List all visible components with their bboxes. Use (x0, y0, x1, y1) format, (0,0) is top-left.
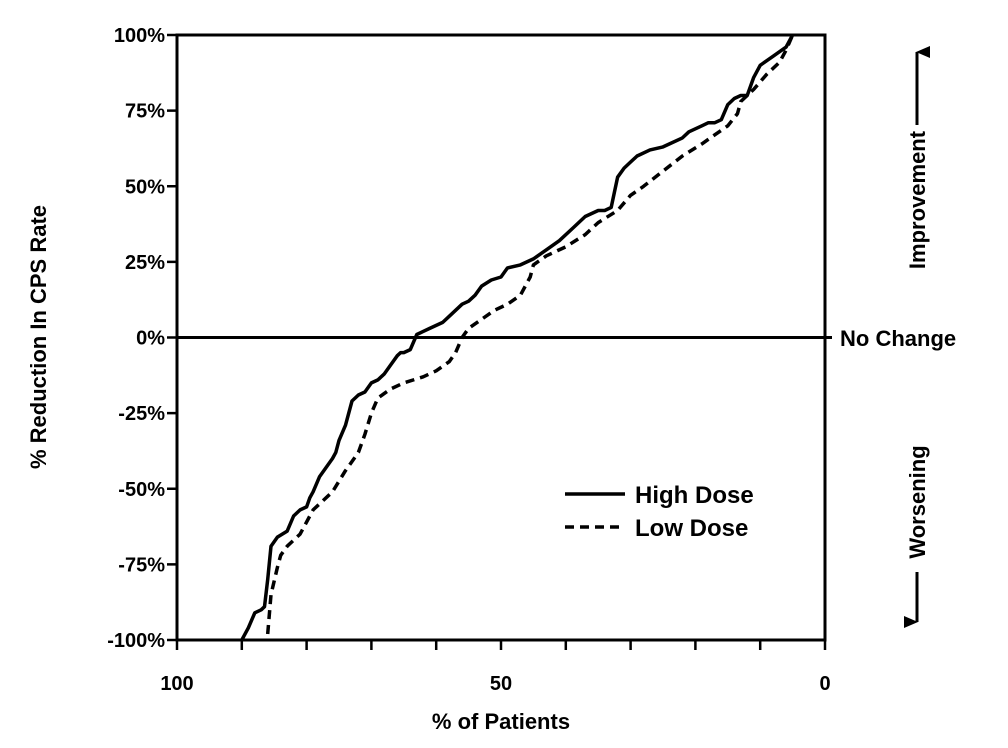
y-ticks: 100% 75% 50% 25% 0% -25% -50% -75% -100% (107, 25, 177, 652)
worsening-annotation: Worsening (904, 445, 930, 628)
no-change-label: No Change (840, 326, 956, 351)
x-ticks: 100 50 0 (160, 640, 831, 695)
series-layer (240, 34, 795, 641)
legend-label-low-dose: Low Dose (635, 515, 748, 542)
legend-label-high-dose: High Dose (635, 482, 754, 509)
y-tick-label-1: 75% (125, 101, 165, 123)
series-line-low-dose (265, 34, 795, 635)
x-tick-label-0: 100 (160, 673, 193, 695)
y-tick-label-2: 50% (125, 176, 165, 198)
improvement-label: Improvement (905, 130, 930, 269)
x-tick-label-2: 0 (819, 673, 830, 695)
y-tick-label-8: -100% (107, 630, 165, 652)
y-tick-label-7: -75% (118, 554, 165, 576)
x-tick-label-1: 50 (490, 673, 512, 695)
improvement-annotation: Improvement (905, 46, 930, 269)
worsening-label: Worsening (905, 445, 930, 558)
y-tick-label-0: 100% (114, 25, 165, 47)
y-tick-label-5: -25% (118, 403, 165, 425)
y-axis-title: % Reduction In CPS Rate (26, 205, 51, 469)
y-tick-label-6: -50% (118, 479, 165, 501)
y-tick-label-3: 25% (125, 252, 165, 274)
series-line-high-dose (240, 34, 795, 641)
x-axis-title: % of Patients (432, 709, 570, 734)
y-tick-label-4: 0% (136, 328, 165, 350)
legend: High Dose Low Dose (565, 482, 754, 542)
